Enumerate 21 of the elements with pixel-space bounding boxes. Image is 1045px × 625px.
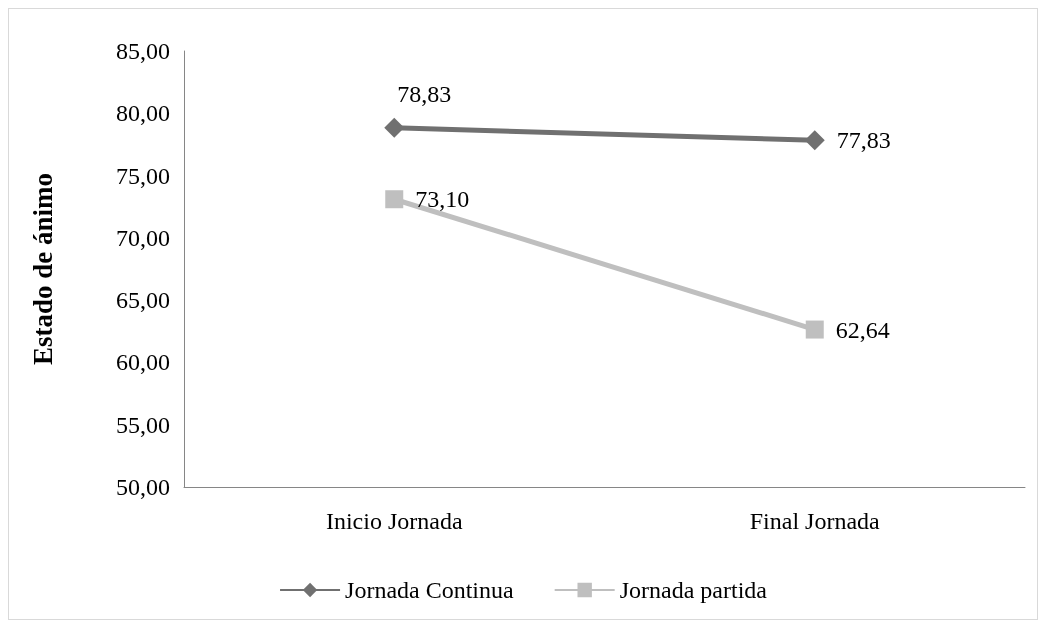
point bbox=[385, 190, 404, 209]
point bbox=[804, 130, 825, 151]
data-label: 78,83 bbox=[397, 80, 452, 107]
data-label: 73,10 bbox=[415, 186, 470, 213]
y-tick-label: 60,00 bbox=[116, 349, 170, 376]
point bbox=[805, 320, 824, 339]
y-axis-title: Estado de ánimo bbox=[27, 172, 58, 366]
legend-label: Jornada Continua bbox=[345, 577, 515, 603]
y-tick-label: 70,00 bbox=[116, 224, 170, 251]
data-label: 77,83 bbox=[836, 127, 891, 154]
x-tick-label: Final Jornada bbox=[749, 508, 881, 534]
x-tick-label: Inicio Jornada bbox=[325, 508, 463, 534]
y-tick-label: 65,00 bbox=[116, 287, 170, 314]
point bbox=[384, 117, 405, 138]
y-tick-label: 85,00 bbox=[116, 38, 170, 64]
legend-label: Jornada partida bbox=[619, 577, 768, 603]
y-tick-label: 55,00 bbox=[116, 411, 170, 438]
data-label: 62,64 bbox=[835, 316, 890, 343]
y-tick-label: 75,00 bbox=[116, 162, 170, 189]
y-tick-label: 50,00 bbox=[116, 474, 170, 500]
y-tick-label: 80,00 bbox=[116, 100, 170, 127]
